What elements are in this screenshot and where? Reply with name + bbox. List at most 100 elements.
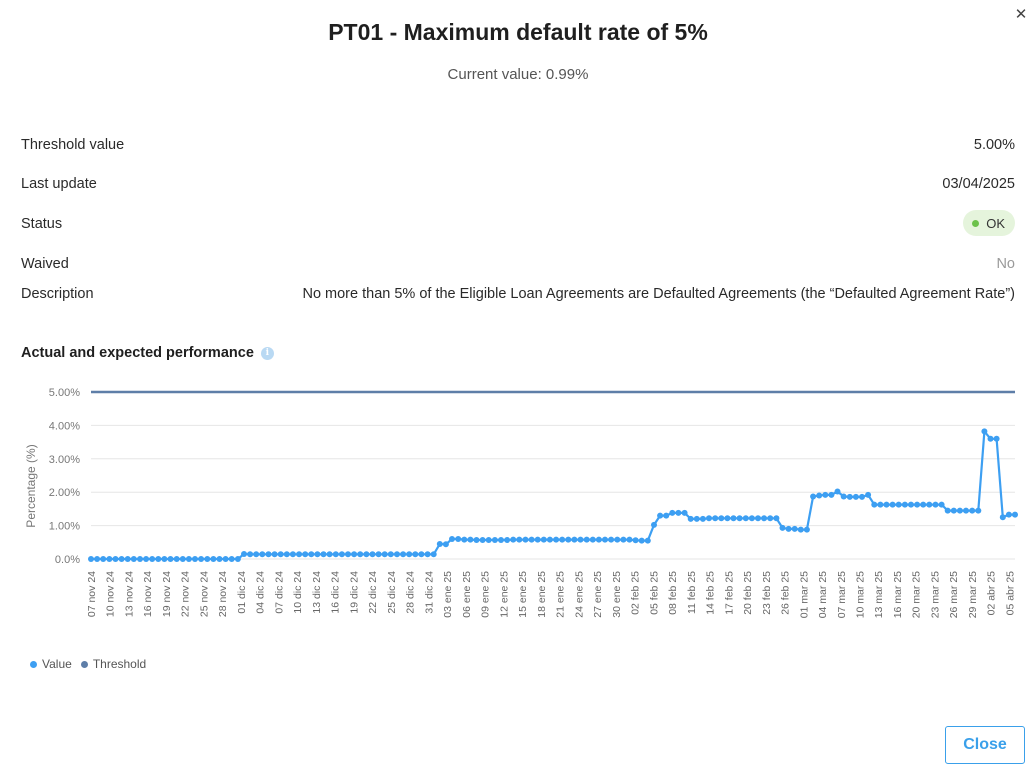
value-point[interactable] bbox=[528, 536, 535, 543]
value-point[interactable] bbox=[412, 551, 419, 558]
value-point[interactable] bbox=[901, 501, 908, 508]
value-point[interactable] bbox=[914, 501, 921, 508]
value-point[interactable] bbox=[400, 551, 407, 558]
value-point[interactable] bbox=[718, 515, 725, 522]
value-point[interactable] bbox=[418, 551, 425, 558]
value-point[interactable] bbox=[369, 551, 376, 558]
value-point[interactable] bbox=[430, 551, 437, 558]
value-point[interactable] bbox=[130, 556, 137, 562]
value-point[interactable] bbox=[706, 515, 712, 522]
value-point[interactable] bbox=[773, 515, 780, 522]
value-point[interactable] bbox=[926, 501, 933, 508]
value-point[interactable] bbox=[277, 551, 284, 558]
value-point[interactable] bbox=[394, 551, 400, 558]
value-point[interactable] bbox=[877, 501, 884, 508]
value-point[interactable] bbox=[88, 556, 94, 562]
value-point[interactable] bbox=[895, 501, 902, 508]
value-point[interactable] bbox=[461, 536, 468, 543]
value-point[interactable] bbox=[816, 492, 823, 499]
value-point[interactable] bbox=[308, 551, 315, 558]
value-point[interactable] bbox=[779, 524, 786, 531]
value-point[interactable] bbox=[644, 537, 651, 544]
value-point[interactable] bbox=[424, 551, 431, 558]
value-point[interactable] bbox=[956, 507, 963, 514]
value-point[interactable] bbox=[577, 536, 584, 543]
info-icon[interactable]: i bbox=[260, 346, 274, 360]
value-point[interactable] bbox=[253, 551, 260, 558]
value-point[interactable] bbox=[332, 551, 339, 558]
value-point[interactable] bbox=[993, 435, 1000, 442]
value-point[interactable] bbox=[289, 551, 296, 558]
value-point[interactable] bbox=[724, 515, 731, 522]
value-point[interactable] bbox=[296, 551, 303, 558]
value-point[interactable] bbox=[608, 536, 615, 543]
value-point[interactable] bbox=[112, 556, 119, 562]
value-point[interactable] bbox=[204, 556, 211, 562]
value-point[interactable] bbox=[216, 556, 223, 562]
value-point[interactable] bbox=[999, 514, 1006, 521]
value-point[interactable] bbox=[975, 507, 982, 514]
value-point[interactable] bbox=[436, 541, 443, 547]
value-point[interactable] bbox=[810, 493, 817, 500]
legend-item-threshold[interactable]: Threshold bbox=[80, 657, 146, 671]
value-point[interactable] bbox=[479, 537, 486, 543]
value-point[interactable] bbox=[767, 515, 774, 522]
value-point[interactable] bbox=[124, 556, 131, 562]
value-point[interactable] bbox=[1012, 511, 1018, 518]
value-point[interactable] bbox=[326, 551, 333, 558]
value-point[interactable] bbox=[663, 512, 670, 519]
value-point[interactable] bbox=[338, 551, 345, 558]
value-point[interactable] bbox=[210, 556, 217, 562]
value-point[interactable] bbox=[803, 526, 810, 533]
value-point[interactable] bbox=[828, 491, 835, 498]
value-point[interactable] bbox=[932, 501, 939, 508]
value-point[interactable] bbox=[852, 493, 859, 500]
value-point[interactable] bbox=[94, 556, 101, 562]
value-point[interactable] bbox=[473, 537, 480, 543]
value-point[interactable] bbox=[950, 507, 957, 514]
value-point[interactable] bbox=[510, 536, 517, 543]
value-point[interactable] bbox=[155, 556, 162, 562]
value-point[interactable] bbox=[730, 515, 737, 522]
value-point[interactable] bbox=[485, 537, 492, 543]
value-point[interactable] bbox=[522, 536, 529, 543]
value-point[interactable] bbox=[583, 536, 590, 543]
value-point[interactable] bbox=[742, 515, 749, 522]
value-point[interactable] bbox=[589, 536, 596, 543]
value-point[interactable] bbox=[222, 556, 229, 562]
value-point[interactable] bbox=[137, 556, 143, 562]
value-point[interactable] bbox=[491, 537, 498, 543]
value-point[interactable] bbox=[247, 551, 254, 558]
value-point[interactable] bbox=[675, 509, 682, 516]
value-point[interactable] bbox=[498, 537, 504, 543]
value-point[interactable] bbox=[449, 536, 455, 542]
value-point[interactable] bbox=[375, 551, 382, 558]
value-point[interactable] bbox=[736, 515, 743, 522]
close-button[interactable]: Close bbox=[945, 726, 1025, 764]
value-point[interactable] bbox=[626, 536, 633, 543]
value-point[interactable] bbox=[467, 536, 474, 543]
value-point[interactable] bbox=[969, 507, 976, 514]
value-point[interactable] bbox=[712, 515, 719, 522]
value-point[interactable] bbox=[534, 536, 541, 543]
value-point[interactable] bbox=[504, 537, 511, 543]
value-point[interactable] bbox=[859, 493, 865, 500]
value-point[interactable] bbox=[118, 556, 125, 562]
value-point[interactable] bbox=[687, 515, 694, 522]
value-point[interactable] bbox=[442, 541, 449, 548]
value-point[interactable] bbox=[185, 556, 192, 562]
value-point[interactable] bbox=[106, 556, 113, 562]
value-point[interactable] bbox=[314, 551, 321, 558]
value-point[interactable] bbox=[363, 551, 370, 558]
value-point[interactable] bbox=[908, 501, 914, 508]
value-point[interactable] bbox=[871, 501, 878, 508]
value-point[interactable] bbox=[559, 536, 566, 543]
value-point[interactable] bbox=[602, 536, 608, 543]
value-point[interactable] bbox=[987, 435, 994, 442]
value-point[interactable] bbox=[920, 501, 927, 508]
value-point[interactable] bbox=[167, 556, 174, 562]
value-point[interactable] bbox=[865, 491, 872, 498]
value-point[interactable] bbox=[699, 515, 706, 522]
value-point[interactable] bbox=[455, 536, 462, 542]
value-point[interactable] bbox=[143, 556, 150, 562]
